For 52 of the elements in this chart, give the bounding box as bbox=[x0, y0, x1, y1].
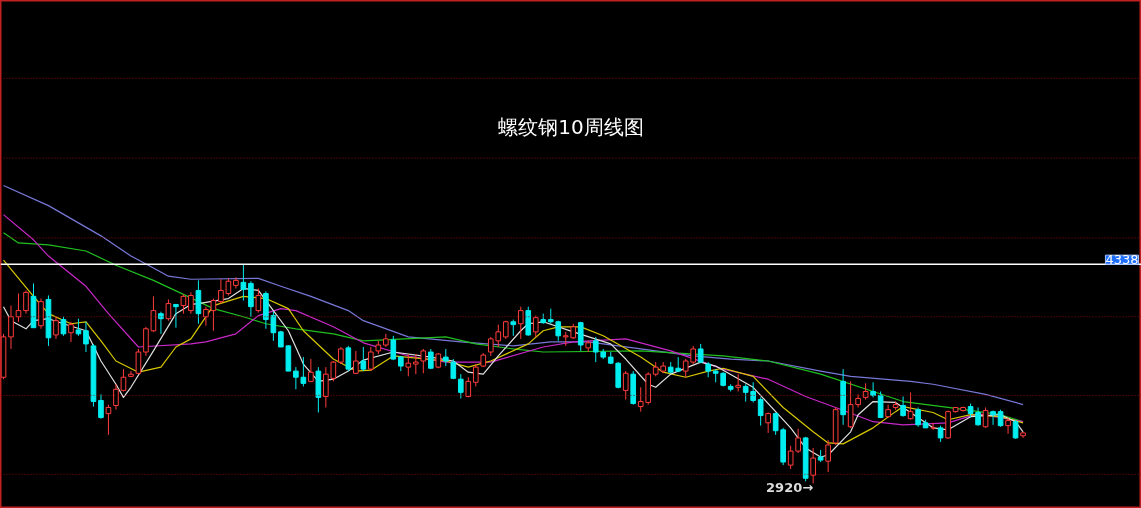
candlestick bbox=[795, 428, 801, 454]
candlestick bbox=[405, 353, 412, 377]
candlestick bbox=[757, 396, 764, 427]
candlestick bbox=[135, 348, 142, 375]
chart-title: 螺纹钢10周线图 bbox=[498, 114, 644, 139]
candlestick bbox=[23, 289, 29, 315]
candlestick bbox=[787, 445, 794, 470]
candlestick bbox=[128, 370, 134, 378]
candlestick bbox=[877, 390, 884, 419]
candlestick bbox=[592, 336, 599, 363]
candlestick bbox=[360, 346, 367, 372]
candlestick bbox=[233, 276, 239, 289]
text: 4338 bbox=[1105, 252, 1139, 268]
candlestick bbox=[60, 316, 67, 337]
candlestick bbox=[457, 373, 464, 399]
candlestick bbox=[990, 410, 996, 426]
candlestick bbox=[105, 404, 112, 436]
annotation: 2920→ bbox=[766, 479, 814, 495]
candlestick bbox=[83, 321, 89, 353]
candlestick bbox=[255, 287, 262, 314]
candlestick bbox=[368, 346, 374, 372]
candlestick bbox=[180, 293, 187, 315]
candlestick bbox=[158, 311, 164, 335]
candlestick bbox=[248, 280, 254, 318]
candlestick bbox=[8, 305, 14, 350]
candlestick bbox=[1012, 419, 1019, 440]
candlestick bbox=[847, 380, 854, 429]
candlestick bbox=[900, 396, 906, 418]
candlestick bbox=[855, 393, 861, 408]
candlestick bbox=[345, 345, 352, 372]
candlestick bbox=[915, 406, 921, 428]
candlestick bbox=[98, 393, 104, 420]
candlestick bbox=[472, 363, 479, 387]
candlestick bbox=[517, 306, 524, 340]
candlestick bbox=[240, 263, 247, 302]
candlestick bbox=[622, 370, 629, 401]
candlestick bbox=[810, 447, 816, 484]
candlestick bbox=[412, 353, 419, 375]
candlestick bbox=[390, 335, 397, 361]
candlestick bbox=[420, 348, 427, 374]
candlestick bbox=[982, 406, 989, 429]
candlestick bbox=[825, 439, 831, 473]
candlestick bbox=[907, 391, 914, 421]
candlestick bbox=[173, 303, 179, 329]
candlestick bbox=[870, 381, 876, 398]
candlestick bbox=[577, 321, 584, 352]
candlestick bbox=[68, 321, 74, 343]
candlestick bbox=[165, 298, 172, 322]
candlestick bbox=[188, 291, 194, 315]
candlestick bbox=[53, 316, 59, 340]
candlestick bbox=[195, 279, 202, 325]
candlestick bbox=[1005, 417, 1011, 435]
